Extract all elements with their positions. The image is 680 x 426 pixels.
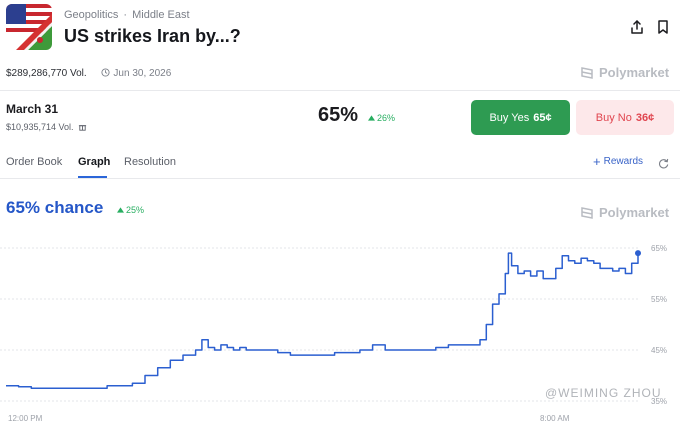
buy-no-price: 36¢ <box>635 111 655 124</box>
trophy-icon <box>78 124 86 131</box>
buy-no-button[interactable]: Buy No 36¢ <box>576 100 674 135</box>
breadcrumb-subcategory[interactable]: Middle East <box>132 9 190 21</box>
chart-current-point <box>635 250 641 257</box>
x-tick-label: 8:00 AM <box>540 414 570 423</box>
outcome-label: March 31 <box>6 102 59 116</box>
outcome-probability: 65% <box>318 104 359 126</box>
outcome-change: 26% <box>368 113 395 123</box>
outcome-change-value: 26% <box>377 113 396 123</box>
chance-label: 65% chance <box>6 198 104 217</box>
end-date: Jun 30, 2026 <box>113 68 172 79</box>
market-title: US strikes Iran by...? <box>64 26 241 46</box>
bookmark-icon[interactable] <box>655 19 671 35</box>
polymarket-logo: Polymarket <box>580 65 669 80</box>
rewards-link[interactable]: + Rewards <box>593 153 644 169</box>
rewards-label: Rewards <box>603 156 644 167</box>
polymarket-logo-text: Polymarket <box>599 65 670 80</box>
breadcrumb-category[interactable]: Geopolitics <box>64 9 119 21</box>
breadcrumb-separator: · <box>123 9 128 21</box>
divider <box>0 90 680 91</box>
tab-resolution[interactable]: Resolution <box>124 156 176 168</box>
buy-no-label: Buy No <box>595 111 632 124</box>
buy-yes-button[interactable]: Buy Yes 65¢ <box>471 100 570 135</box>
active-tab-indicator <box>78 176 107 178</box>
buy-yes-price: 65¢ <box>533 111 552 124</box>
breadcrumb: Geopolitics · Middle East <box>64 9 190 21</box>
plus-icon: + <box>593 153 601 169</box>
up-arrow-icon <box>117 207 124 213</box>
chance-change-value: 25% <box>126 205 145 215</box>
polymarket-logo-icon <box>581 206 593 219</box>
tabs-divider <box>0 178 680 179</box>
chart-series-line <box>6 252 639 390</box>
polymarket-logo-icon <box>581 66 593 79</box>
tab-graph[interactable]: Graph <box>78 156 111 168</box>
clock-icon <box>101 68 110 77</box>
tab-order-book[interactable]: Order Book <box>6 156 63 168</box>
chance-change: 25% <box>117 205 144 215</box>
price-chart: 65% 55% 45% 35% 12:00 PM 8:00 AM <box>0 244 667 423</box>
refresh-icon[interactable] <box>658 156 669 174</box>
graph-polymarket-logo-text: Polymarket <box>599 205 670 220</box>
graph-polymarket-logo: Polymarket <box>580 205 669 220</box>
y-tick-label: 55% <box>651 295 667 304</box>
market-flag-image <box>6 4 52 50</box>
y-tick-label: 65% <box>651 244 667 253</box>
outcome-volume-row: $10,935,714 Vol. <box>6 122 87 132</box>
end-date-wrapper: Jun 30, 2026 <box>101 68 171 79</box>
market-meta: $289,286,770 Vol. Jun 30, 2026 <box>6 68 171 79</box>
watermark-text: @WEIMING ZHOU <box>545 386 662 400</box>
buy-yes-label: Buy Yes <box>489 111 530 124</box>
outcome-volume: $10,935,714 Vol. <box>6 122 74 132</box>
x-tick-label: 12:00 PM <box>8 414 43 423</box>
share-icon[interactable] <box>629 19 645 35</box>
total-volume: $289,286,770 Vol. <box>6 68 87 79</box>
y-tick-label: 45% <box>651 346 667 355</box>
up-arrow-icon <box>368 115 375 121</box>
y-tick-label: 35% <box>651 397 667 406</box>
